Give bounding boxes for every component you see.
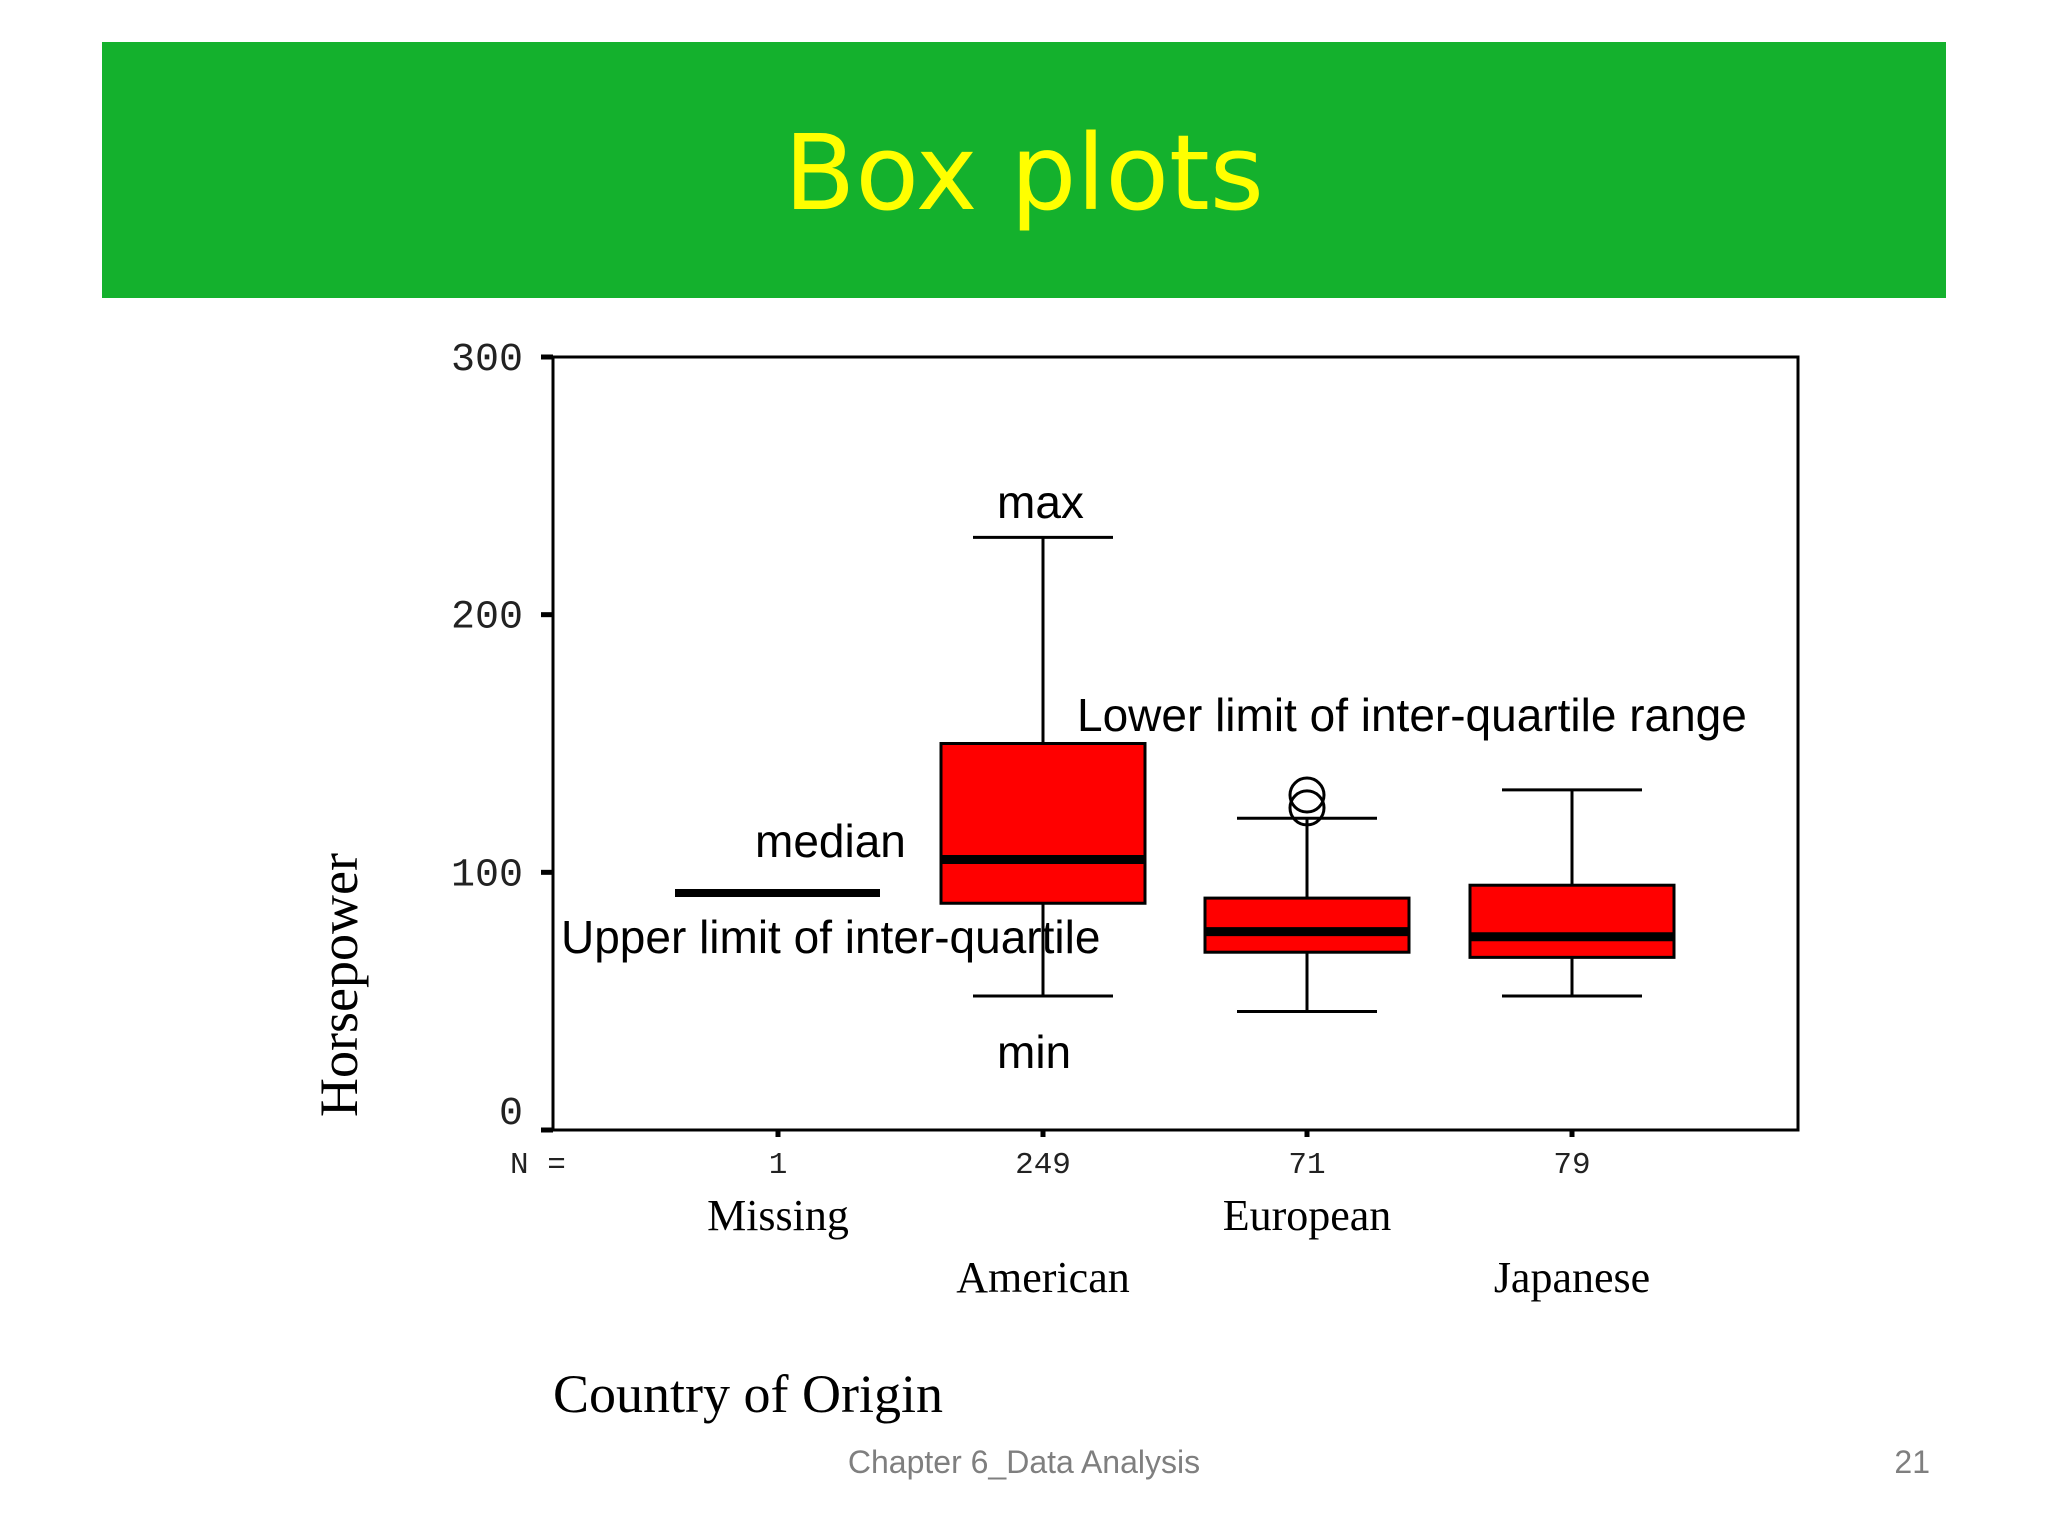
annotation-max: max — [997, 476, 1084, 528]
iqr-box — [1203, 896, 1411, 954]
outlier-point — [1288, 776, 1326, 814]
n-count-label: 1 — [769, 1148, 788, 1183]
slide-footer: Chapter 6_Data Analysis — [847, 1444, 1201, 1480]
y-tick-label: 300 — [451, 338, 523, 383]
outlier-point — [1288, 789, 1326, 827]
title-bar: Box plots — [102, 42, 1946, 298]
y-tick-label: 200 — [451, 596, 523, 641]
n-prefix-label: N = — [510, 1148, 566, 1183]
plot-frame — [551, 355, 1800, 1132]
plot-layer: 0 100 200 300 1 Missing 249 American 71 European 7… — [451, 338, 1800, 1302]
annotation-min: min — [997, 1026, 1071, 1078]
iqr-box — [1468, 883, 1676, 959]
annotation-upper-iqr: Upper limit of inter-quartile — [561, 911, 1100, 963]
annotation-median: median — [755, 815, 906, 867]
n-count-label: 71 — [1288, 1148, 1325, 1183]
page-number: 21 — [1894, 1444, 1930, 1480]
y-axis-label: Horsepower — [309, 853, 369, 1117]
x-axis-label: Country of Origin — [553, 1364, 943, 1424]
y-tick-label: 0 — [499, 1092, 523, 1137]
category-label: American — [956, 1253, 1129, 1302]
category-label: European — [1223, 1191, 1392, 1240]
n-count-label: 249 — [1015, 1148, 1071, 1183]
annotation-lower-iqr: Lower limit of inter-quartile range — [1077, 689, 1747, 741]
iqr-box — [939, 742, 1147, 905]
n-count-label: 79 — [1553, 1148, 1590, 1183]
category-label: Missing — [707, 1191, 849, 1240]
category-label: Japanese — [1494, 1253, 1650, 1302]
slide-title: Box plots — [784, 112, 1264, 234]
y-tick-label: 100 — [451, 853, 523, 898]
